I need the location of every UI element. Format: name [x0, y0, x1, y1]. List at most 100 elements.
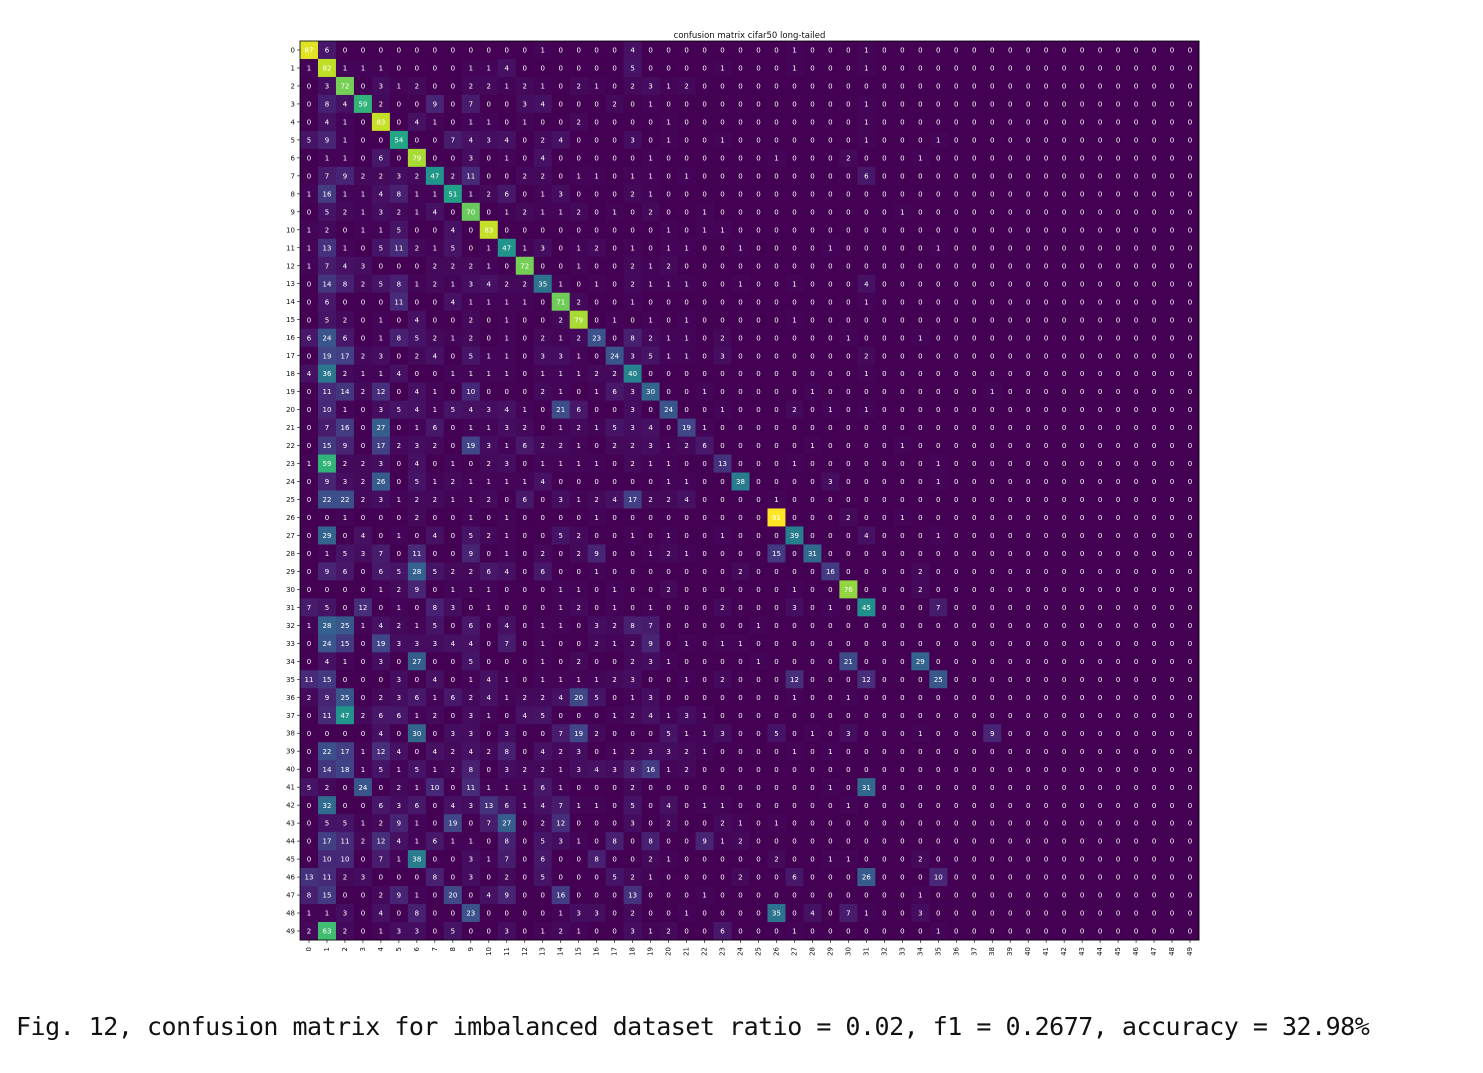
cell-value-label: 4 — [325, 119, 330, 127]
cell-value-label: 0 — [1188, 208, 1192, 216]
heatmap-cell — [497, 148, 517, 168]
cell-value-label: 0 — [972, 65, 976, 73]
cell-value-label: 1 — [594, 388, 598, 396]
heatmap-cell — [335, 166, 355, 186]
cell-value-label: 0 — [594, 119, 598, 127]
cell-value-label: 4 — [648, 424, 653, 432]
cell-value-label: 0 — [810, 784, 814, 792]
cell-value-label: 0 — [1008, 550, 1012, 558]
cell-value-label: 1 — [648, 550, 652, 558]
cell-value-label: 2 — [540, 766, 544, 774]
cell-value-label: 0 — [972, 119, 976, 127]
heatmap-cell — [300, 94, 319, 114]
cell-value-label: 0 — [720, 658, 724, 666]
cell-value-label: 0 — [1134, 568, 1138, 576]
cell-value-label: 1 — [576, 352, 580, 360]
cell-value-label: 12 — [556, 820, 565, 828]
cell-value-label: 27 — [412, 658, 421, 666]
cell-value-label: 0 — [882, 622, 886, 630]
cell-value-label: 0 — [1116, 83, 1120, 91]
cell-value-label: 4 — [487, 676, 492, 684]
heatmap-cell — [929, 58, 948, 78]
cell-value-label: 0 — [864, 190, 868, 198]
cell-value-label: 70 — [466, 208, 475, 216]
cell-value-label: 0 — [900, 748, 904, 756]
cell-value-label: 1 — [810, 442, 814, 450]
cell-value-label: 4 — [415, 388, 420, 396]
cell-value-label: 0 — [972, 748, 976, 756]
cell-value-label: 0 — [594, 928, 598, 936]
heatmap-cell — [1127, 76, 1146, 96]
cell-value-label: 0 — [1098, 784, 1102, 792]
cell-value-label: 0 — [1134, 352, 1138, 360]
cell-value-label: 0 — [1044, 352, 1048, 360]
heatmap-cell — [731, 41, 750, 60]
cell-value-label: 0 — [1116, 424, 1120, 432]
heatmap-cell — [551, 112, 571, 132]
cell-value-label: 0 — [1152, 65, 1156, 73]
cell-value-label: 0 — [523, 910, 527, 918]
cell-value-label: 0 — [1062, 874, 1066, 882]
cell-value-label: 1 — [433, 119, 437, 127]
cell-value-label: 0 — [1044, 370, 1048, 378]
cell-value-label: 0 — [1170, 190, 1174, 198]
heatmap-cell — [389, 112, 409, 132]
cell-value-label: 0 — [882, 640, 886, 648]
cell-value-label: 2 — [666, 262, 670, 270]
cell-value-label: 0 — [972, 694, 976, 702]
cell-value-label: 8 — [343, 280, 347, 288]
heatmap-cell — [839, 76, 858, 96]
cell-value-label: 0 — [1044, 136, 1048, 144]
cell-value-label: 3 — [558, 838, 562, 846]
cell-value-label: 9 — [469, 550, 473, 558]
cell-value-label: 0 — [1008, 460, 1012, 468]
cell-value-label: 0 — [1152, 298, 1156, 306]
heatmap-cell — [461, 112, 481, 132]
cell-value-label: 0 — [846, 119, 850, 127]
cell-value-label: 0 — [1044, 802, 1048, 810]
heatmap-cell — [1181, 94, 1200, 114]
cell-value-label: 2 — [666, 928, 670, 936]
heatmap-cell — [929, 94, 948, 114]
cell-value-label: 0 — [810, 334, 814, 342]
heatmap-cell — [749, 58, 768, 78]
heatmap-cell — [659, 41, 678, 60]
cell-value-label: 0 — [918, 190, 922, 198]
cell-value-label: 3 — [397, 928, 401, 936]
cell-value-label: 0 — [756, 694, 760, 702]
cell-value-label: 0 — [990, 892, 994, 900]
cell-value-label: 0 — [1098, 640, 1102, 648]
cell-value-label: 0 — [1152, 658, 1156, 666]
cell-value-label: 0 — [720, 298, 724, 306]
heatmap-cell — [731, 112, 750, 132]
cell-value-label: 4 — [451, 640, 456, 648]
cell-value-label: 0 — [810, 694, 814, 702]
cell-value-label: 0 — [451, 101, 455, 109]
cell-value-label: 4 — [810, 910, 815, 918]
cell-value-label: 5 — [630, 802, 634, 810]
cell-value-label: 11 — [466, 784, 475, 792]
cell-value-label: 3 — [558, 496, 562, 504]
heatmap-cell — [659, 76, 678, 96]
heatmap-cell — [821, 94, 840, 114]
cell-value-label: 1 — [648, 190, 652, 198]
cell-value-label: 0 — [1008, 370, 1012, 378]
cell-value-label: 2 — [451, 262, 455, 270]
cell-value-label: 2 — [684, 442, 688, 450]
cell-value-label: 0 — [487, 766, 491, 774]
cell-value-label: 1 — [846, 802, 850, 810]
heatmap-cell — [1055, 148, 1074, 168]
heatmap-cell — [947, 130, 966, 150]
cell-value-label: 5 — [540, 838, 544, 846]
cell-value-label: 0 — [1134, 119, 1138, 127]
cell-value-label: 6 — [505, 802, 510, 810]
cell-value-label: 0 — [864, 83, 868, 91]
cell-value-label: 0 — [954, 47, 958, 55]
cell-value-label: 0 — [630, 514, 634, 522]
cell-value-label: 2 — [343, 370, 347, 378]
cell-value-label: 0 — [612, 136, 616, 144]
cell-value-label: 0 — [1134, 694, 1138, 702]
cell-value-label: 1 — [558, 334, 562, 342]
cell-value-label: 0 — [738, 226, 742, 234]
heatmap-cell — [857, 148, 876, 168]
